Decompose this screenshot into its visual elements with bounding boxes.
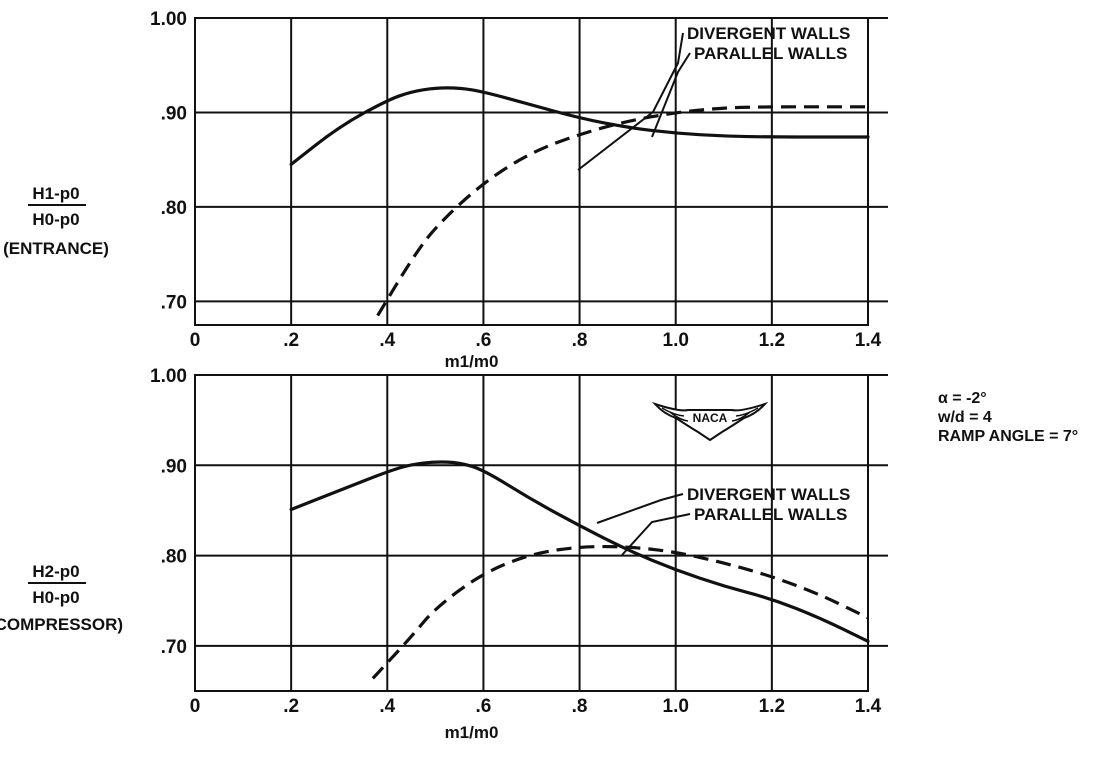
plot-frame <box>194 374 869 692</box>
series-leader-line <box>577 32 684 171</box>
x-axis-label: m1/m0 <box>445 352 499 371</box>
y-axis-label-line: H1-p0 <box>32 184 79 203</box>
y-tick-label: .90 <box>161 456 187 477</box>
y-tick-label: .80 <box>161 198 187 219</box>
y-tick-label: .70 <box>161 637 187 658</box>
series-line-divergent-walls <box>289 86 870 167</box>
x-tick-label: 1.2 <box>759 330 785 351</box>
x-tick-label: .8 <box>572 696 588 717</box>
x-tick-label: 1.4 <box>855 330 882 351</box>
x-tick-label: .4 <box>379 330 395 351</box>
y-tick-label: 1.00 <box>150 366 187 387</box>
x-tick-label: .4 <box>379 696 395 717</box>
y-axis-label: H1-p0 H0-p0 (ENTRANCE) <box>3 184 109 258</box>
chart-entrance: 0 .2 .4 .6 .8 1.0 1.2 1.4 1.00 .90 .80 .70 m1/m0 H1-p… <box>3 9 888 371</box>
x-tick-label: .2 <box>283 330 299 351</box>
x-tick-label: .6 <box>475 330 491 351</box>
y-axis-label-line: H0-p0 <box>32 210 79 229</box>
series-label: DIVERGENT WALLS <box>687 24 850 43</box>
y-axis-label-line: (ENTRANCE) <box>3 239 109 258</box>
y-tick-label: .70 <box>161 292 187 313</box>
x-tick-label: .6 <box>475 696 491 717</box>
x-tick-label: .2 <box>283 696 299 717</box>
condition-ramp: RAMP ANGLE = 7° <box>938 428 1078 445</box>
y-tick-label: .80 <box>161 547 187 568</box>
series-label: PARALLEL WALLS <box>694 44 847 63</box>
series-line-divergent-walls <box>289 460 870 643</box>
x-tick-label: 1.0 <box>663 696 689 717</box>
naca-logo: NACA <box>651 401 769 442</box>
series-line-parallel-walls <box>376 105 868 317</box>
y-axis-label-line: H0-p0 <box>32 588 79 607</box>
series-line-parallel-walls <box>371 544 869 680</box>
x-tick-label: 1.4 <box>855 696 882 717</box>
naca-logo-text: NACA <box>693 411 728 425</box>
y-tick-label: .90 <box>161 103 187 124</box>
y-axis-label-line: H2-p0 <box>32 562 79 581</box>
x-axis-label: m1/m0 <box>445 723 499 742</box>
y-tick-label: 1.00 <box>150 9 187 30</box>
conditions-block: α = -2° w/d = 4 RAMP ANGLE = 7° <box>937 390 1078 445</box>
series-leader-line <box>621 513 691 556</box>
series-leader-line <box>651 52 691 138</box>
series-label: DIVERGENT WALLS <box>687 485 850 504</box>
plot-frame <box>194 17 869 326</box>
chart-compressor: 0 .2 .4 .6 .8 1.0 1.2 1.4 1.00 .90 .80 .70 m1/m0 H2-p… <box>0 366 888 742</box>
condition-alpha: α = -2° <box>938 390 987 407</box>
series-label: PARALLEL WALLS <box>694 505 847 524</box>
x-tick-label: .8 <box>572 330 588 351</box>
x-tick-label: 0 <box>190 696 201 717</box>
series-leader-line <box>596 493 684 524</box>
x-tick-label: 1.0 <box>663 330 689 351</box>
x-tick-label: 0 <box>190 330 201 351</box>
y-axis-label: H2-p0 H0-p0 (COMPRESSOR) <box>0 562 123 634</box>
condition-wd: w/d = 4 <box>937 409 992 426</box>
y-axis-label-line: (COMPRESSOR) <box>0 615 123 634</box>
x-tick-label: 1.2 <box>759 696 785 717</box>
